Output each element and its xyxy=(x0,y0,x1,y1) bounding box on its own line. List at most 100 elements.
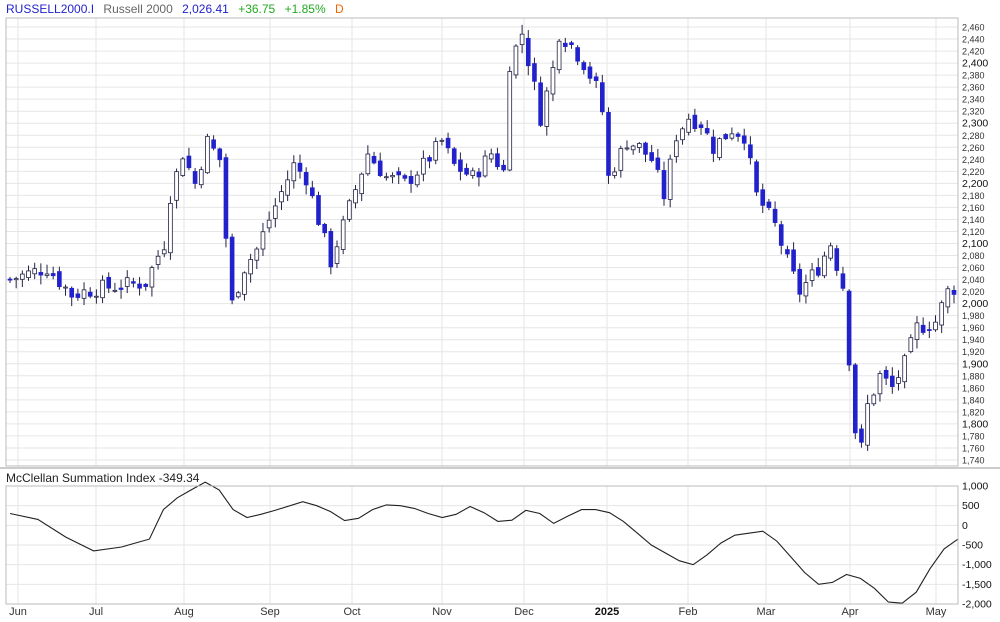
candle-body xyxy=(717,138,722,159)
candle-body xyxy=(729,133,735,139)
price-tick-label: 2,180 xyxy=(962,191,985,201)
candle-body xyxy=(920,324,926,333)
candle-body xyxy=(741,135,747,144)
price-tick-label: 2,400 xyxy=(962,58,988,70)
candle-body xyxy=(26,270,31,279)
indicator-tick-label: -500 xyxy=(962,540,983,552)
price-tick-label: 1,780 xyxy=(962,431,985,441)
candle-body xyxy=(69,287,75,298)
price-tick-label: 2,460 xyxy=(962,23,985,33)
candle-body xyxy=(63,286,68,289)
price-tick-label: 1,880 xyxy=(962,371,985,381)
candle-body xyxy=(451,148,457,164)
candle-body xyxy=(149,267,155,288)
price-tick-label: 1,900 xyxy=(962,358,988,370)
candle-body xyxy=(458,159,463,172)
candle-body xyxy=(859,428,864,443)
candle-body xyxy=(476,171,482,178)
price-tick-label: 2,420 xyxy=(962,47,985,57)
price-tick-label: 2,060 xyxy=(962,263,985,273)
candle-body xyxy=(575,47,580,62)
candle-body xyxy=(532,63,537,82)
indicator-title: McClellan Summation Index xyxy=(6,471,156,485)
candle-body xyxy=(223,157,229,239)
candle-body xyxy=(235,292,241,298)
time-tick-label: Nov xyxy=(432,606,452,618)
candle-body xyxy=(951,289,957,295)
candle-body xyxy=(303,172,309,186)
candle-body xyxy=(630,145,636,151)
candle-body xyxy=(464,167,469,175)
candle-body xyxy=(618,148,624,171)
candle-body xyxy=(828,245,833,259)
candle-body xyxy=(809,269,815,281)
candle-body xyxy=(414,174,420,186)
candle-body xyxy=(377,160,383,177)
interval-label[interactable]: D xyxy=(334,2,344,16)
candle-body xyxy=(87,291,93,297)
price-tick-label: 2,280 xyxy=(962,131,985,141)
candle-body xyxy=(211,139,216,149)
price-tick-label: 2,000 xyxy=(962,298,988,310)
candle-body xyxy=(359,173,364,195)
candle-body xyxy=(902,355,907,383)
candle-body xyxy=(260,231,266,250)
candle-body xyxy=(186,155,192,169)
price-tick-label: 2,360 xyxy=(962,83,985,93)
indicator-tick-label: -2,000 xyxy=(962,599,992,611)
time-tick-label: May xyxy=(926,606,947,618)
price-tick-label: 2,260 xyxy=(962,143,985,153)
candle-body xyxy=(131,281,136,284)
candle-body xyxy=(661,170,667,200)
candle-body xyxy=(81,289,87,299)
instrument-name: Russell 2000 xyxy=(103,2,173,16)
price-tick-label: 2,440 xyxy=(962,35,985,45)
gridlines xyxy=(6,18,958,605)
candle-body xyxy=(279,191,284,203)
candle-body xyxy=(433,141,439,161)
candle-body xyxy=(310,187,315,197)
price-tick-label: 2,240 xyxy=(962,155,985,165)
candle-body xyxy=(834,248,840,271)
price-tick-label: 2,140 xyxy=(962,215,985,225)
candle-body xyxy=(704,128,710,134)
candle-body xyxy=(402,175,408,179)
candle-body xyxy=(822,255,827,277)
candle-body xyxy=(877,373,883,395)
price-tick-label: 1,980 xyxy=(962,311,985,321)
symbol-label[interactable]: RUSSELL2000.I xyxy=(6,2,95,16)
candle-body xyxy=(698,124,704,129)
candle-body xyxy=(883,369,889,379)
candle-body xyxy=(384,176,389,179)
candle-body xyxy=(562,42,568,47)
candle-body xyxy=(525,37,531,67)
candle-body xyxy=(840,273,846,289)
candle-body xyxy=(20,273,25,280)
candle-body xyxy=(692,114,698,129)
candle-body xyxy=(544,90,550,127)
candle-body xyxy=(445,137,451,149)
candle-body xyxy=(44,273,50,276)
candle-body xyxy=(266,219,272,229)
price-panel-frame xyxy=(5,17,959,467)
indicator-header: McClellan Summation Index -349.34 xyxy=(6,471,199,485)
candle-body xyxy=(137,283,142,289)
candle-body xyxy=(519,33,525,46)
candle-body xyxy=(180,158,186,176)
candle-body xyxy=(32,268,37,275)
candle-body xyxy=(507,71,513,171)
candle-body xyxy=(791,249,796,272)
time-tick-label: Aug xyxy=(174,606,194,618)
candle-body xyxy=(322,223,327,234)
indicator-axis: 1,000 500 0 -500 -1,000 -1,500 -2,000 xyxy=(962,481,992,611)
candle-body xyxy=(680,128,685,141)
candle-body xyxy=(933,321,938,331)
candle-body xyxy=(94,295,99,298)
candle-body xyxy=(272,205,278,219)
candle-body xyxy=(735,133,741,137)
candle-body xyxy=(365,153,371,175)
candle-body xyxy=(513,45,519,76)
candle-body xyxy=(371,155,377,164)
candle-body xyxy=(248,259,253,275)
